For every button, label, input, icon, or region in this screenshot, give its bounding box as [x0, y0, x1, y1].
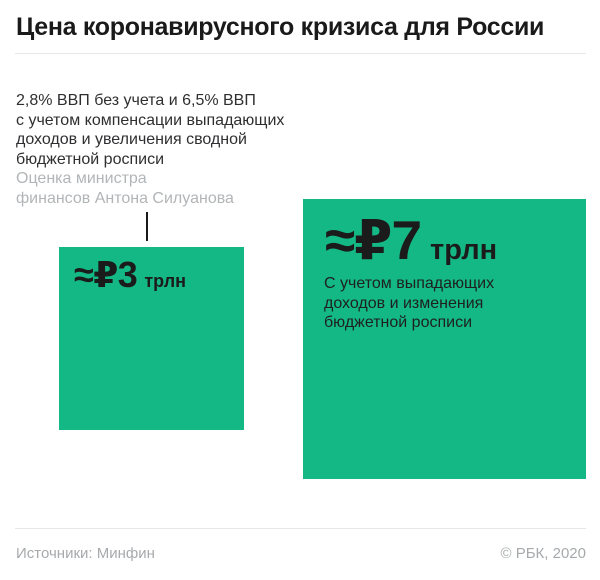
- square-caption-line-1: С учетом выпадающих: [324, 275, 495, 292]
- callout-connector-line: [146, 212, 148, 241]
- intro-line-3: доходов и увеличения сводной: [16, 131, 247, 148]
- value-label-7trln: ≈₽7: [325, 209, 422, 271]
- value-row-7trln: ≈₽7 трлн: [325, 213, 497, 268]
- intro-note-line-1: Оценка министра: [16, 170, 147, 187]
- value-row-3trln: ≈₽3 трлн: [74, 257, 186, 293]
- value-square-3trln: ≈₽3 трлн: [59, 247, 244, 430]
- square-caption-line-2: доходов и изменения: [324, 294, 484, 312]
- sources-label: Источники: Минфин: [16, 545, 155, 562]
- value-square-7trln: ≈₽7 трлн С учетом выпадающих доходов и и…: [303, 199, 586, 479]
- intro-text-block: 2,8% ВВП без учета и 6,5% ВВП с учетом к…: [16, 91, 284, 208]
- intro-line-1: 2,8% ВВП без учета и 6,5% ВВП: [16, 92, 256, 109]
- value-label-3trln: ≈₽3: [74, 254, 138, 295]
- square-caption: С учетом выпадающих доходов и изменения …: [324, 274, 494, 333]
- copyright-label: © РБК, 2020: [500, 545, 586, 562]
- page-title: Цена коронавирусного кризиса для России: [16, 13, 545, 41]
- square-caption-line-3: бюджетной росписи: [324, 314, 472, 331]
- intro-line-2: с учетом компенсации выпадающих: [16, 111, 285, 129]
- intro-note-line-2: финансов Антона Силуанова: [16, 189, 234, 207]
- header-divider: [15, 53, 586, 54]
- unit-label-3trln: трлн: [144, 271, 186, 291]
- unit-label-7trln: трлн: [430, 234, 498, 266]
- intro-line-4: бюджетной росписи: [16, 150, 164, 168]
- footer-divider: [15, 528, 586, 529]
